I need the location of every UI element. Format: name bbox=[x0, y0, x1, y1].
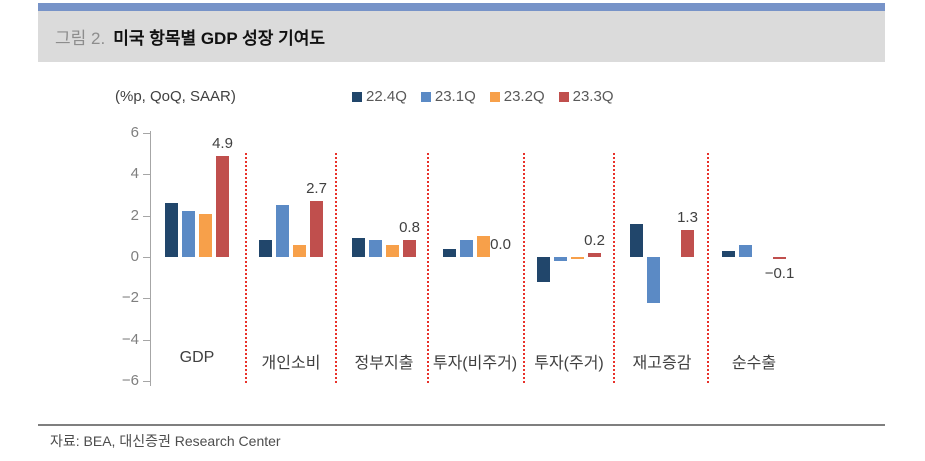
bar bbox=[571, 257, 584, 260]
legend-item: 23.3Q bbox=[558, 88, 614, 105]
group-separator bbox=[427, 153, 429, 383]
legend-label: 22.4Q bbox=[366, 88, 407, 105]
y-axis-tick bbox=[143, 132, 150, 134]
y-axis-tick-label: −2 bbox=[121, 289, 139, 307]
bar bbox=[352, 238, 365, 257]
legend-swatch-icon bbox=[420, 91, 431, 102]
bar bbox=[259, 240, 272, 257]
category-label: 개인소비 bbox=[261, 355, 321, 372]
bar bbox=[681, 230, 694, 257]
legend-label: 23.2Q bbox=[503, 88, 545, 105]
value-label: −0.1 bbox=[764, 265, 795, 283]
bar bbox=[739, 244, 752, 257]
category-label: 순수출 bbox=[731, 355, 777, 372]
y-axis-tick bbox=[143, 257, 150, 258]
y-axis-tick bbox=[143, 215, 150, 217]
category-label: 정부지출 bbox=[354, 355, 414, 372]
y-axis-tick bbox=[143, 174, 150, 176]
bar bbox=[386, 244, 399, 257]
legend-swatch-icon bbox=[352, 91, 362, 102]
bar bbox=[722, 250, 735, 257]
bar bbox=[630, 223, 643, 257]
legend-item: 22.4Q bbox=[352, 88, 407, 105]
y-axis-tick-label: 0 bbox=[130, 248, 139, 265]
bar bbox=[369, 240, 382, 257]
group-separator bbox=[613, 153, 615, 383]
bar bbox=[216, 155, 229, 257]
y-axis-tick bbox=[143, 298, 150, 300]
legend-label: 23.3Q bbox=[572, 88, 614, 105]
y-axis-tick-label: −4 bbox=[121, 330, 139, 348]
bar bbox=[276, 205, 289, 257]
value-label: 0.8 bbox=[399, 219, 420, 237]
figure-header: 그림 2. 미국 항목별 GDP 성장 기여도 bbox=[38, 11, 885, 62]
bar bbox=[293, 244, 306, 257]
bar bbox=[647, 257, 660, 303]
category-label: 재고증감 bbox=[632, 355, 692, 372]
bar bbox=[310, 201, 323, 257]
group-separator bbox=[707, 153, 709, 383]
group-separator bbox=[523, 153, 525, 383]
legend-item: 23.2Q bbox=[489, 88, 545, 105]
chart-legend: 22.4Q 23.1Q 23.2Q 23.3Q bbox=[352, 88, 614, 105]
bar bbox=[199, 213, 212, 257]
category-label: GDP bbox=[179, 349, 215, 366]
bar bbox=[443, 248, 456, 257]
y-axis-line bbox=[150, 131, 151, 386]
source-note: 자료: BEA, 대신증권 Research Center bbox=[50, 433, 281, 449]
axis-unit-label: (%p, QoQ, SAAR) bbox=[115, 88, 236, 105]
header-accent-bar bbox=[38, 3, 885, 11]
figure-label: 그림 2. bbox=[55, 29, 106, 48]
bar bbox=[477, 236, 490, 257]
legend-swatch-icon bbox=[558, 91, 569, 102]
legend-label: 23.1Q bbox=[434, 88, 476, 105]
bar bbox=[554, 257, 567, 262]
legend-swatch-icon bbox=[489, 91, 500, 102]
category-label: 투자(비주거) bbox=[432, 355, 518, 372]
bar bbox=[460, 240, 473, 257]
y-axis-tick-label: 6 bbox=[130, 123, 139, 141]
bar bbox=[773, 257, 786, 260]
y-axis-tick bbox=[143, 381, 150, 383]
value-label: 4.9 bbox=[212, 134, 233, 152]
value-label: 2.7 bbox=[306, 180, 327, 198]
group-separator bbox=[335, 153, 337, 383]
value-label: 0.0 bbox=[490, 236, 511, 253]
figure-title: 미국 항목별 GDP 성장 기여도 bbox=[113, 29, 326, 48]
bar bbox=[537, 257, 550, 282]
y-axis-tick-label: 2 bbox=[130, 206, 139, 224]
y-axis-tick bbox=[143, 339, 150, 341]
value-label: 1.3 bbox=[677, 209, 698, 227]
legend-item: 23.1Q bbox=[420, 88, 476, 105]
value-label: 0.2 bbox=[584, 231, 605, 249]
bar bbox=[403, 240, 416, 257]
category-label: 투자(주거) bbox=[534, 355, 604, 372]
bar bbox=[182, 211, 195, 257]
y-axis-tick-label: −6 bbox=[121, 372, 139, 390]
bar bbox=[588, 252, 601, 257]
group-separator bbox=[245, 153, 247, 383]
y-axis-tick-label: 4 bbox=[130, 165, 139, 183]
footer-divider bbox=[38, 424, 885, 426]
bar bbox=[165, 203, 178, 257]
